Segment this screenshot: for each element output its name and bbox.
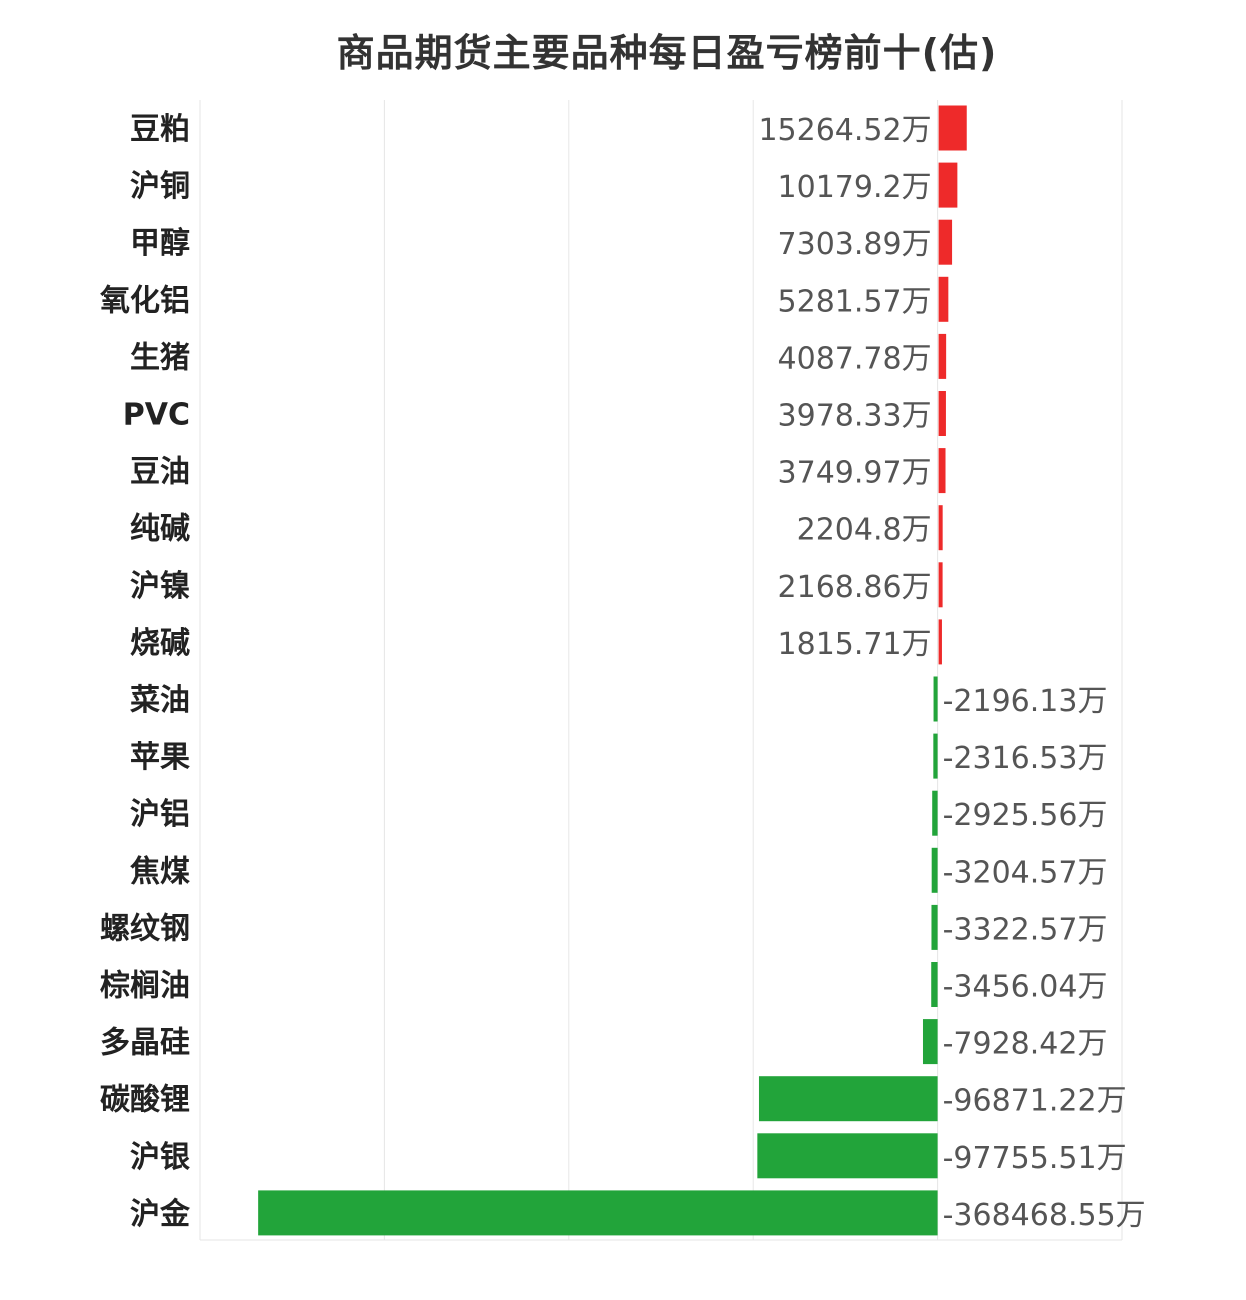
bar-17 <box>758 1076 938 1122</box>
bar-5 <box>938 391 946 436</box>
chart-title: 商品期货主要品种每日盈亏榜前十(估) <box>336 31 998 75</box>
value-label-10: -2196.13万 <box>943 684 1108 719</box>
bar-layer <box>258 105 967 1236</box>
value-label-16: -7928.42万 <box>943 1027 1108 1062</box>
bar-1 <box>938 162 958 208</box>
category-label-5: PVC <box>123 398 190 433</box>
category-label-6: 豆油 <box>130 455 190 490</box>
bar-15 <box>931 962 938 1007</box>
value-label-15: -3456.04万 <box>943 970 1108 1005</box>
value-label-6: 3749.97万 <box>778 456 932 491</box>
category-label-9: 烧碱 <box>130 626 190 661</box>
category-label-4: 生猪 <box>130 340 190 375</box>
bar-7 <box>938 505 943 551</box>
bar-4 <box>938 333 947 379</box>
bar-16 <box>922 1019 938 1065</box>
value-label-18: -97755.51万 <box>943 1141 1127 1176</box>
bar-18 <box>757 1133 938 1179</box>
category-label-12: 沪铝 <box>130 797 190 832</box>
category-label-0: 豆粕 <box>130 112 190 147</box>
bar-14 <box>931 904 938 950</box>
bar-19 <box>258 1190 938 1236</box>
category-label-8: 沪镍 <box>130 569 190 604</box>
grid-layer <box>199 100 1123 1241</box>
bar-12 <box>932 790 938 836</box>
category-label-15: 棕榈油 <box>100 969 190 1004</box>
value-label-0: 15264.52万 <box>758 113 931 148</box>
bar-13 <box>931 847 938 893</box>
bar-6 <box>938 448 946 494</box>
category-label-14: 螺纹钢 <box>100 911 190 946</box>
value-label-13: -3204.57万 <box>943 855 1108 890</box>
bar-0 <box>938 105 967 151</box>
value-label-3: 5281.57万 <box>778 284 932 319</box>
category-label-17: 碳酸锂 <box>100 1083 190 1118</box>
value-label-9: 1815.71万 <box>778 627 932 662</box>
value-label-4: 4087.78万 <box>778 341 932 376</box>
value-label-12: -2925.56万 <box>943 798 1108 833</box>
value-label-19: -368468.55万 <box>943 1198 1146 1233</box>
category-label-10: 菜油 <box>130 683 190 718</box>
category-label-18: 沪银 <box>130 1140 190 1175</box>
value-label-11: -2316.53万 <box>943 741 1108 776</box>
value-label-7: 2204.8万 <box>797 513 932 548</box>
bar-11 <box>933 733 938 779</box>
category-label-2: 甲醇 <box>130 226 190 261</box>
category-label-3: 氧化铝 <box>100 283 190 318</box>
value-label-2: 7303.89万 <box>778 227 932 262</box>
value-label-8: 2168.86万 <box>778 570 932 605</box>
category-label-1: 沪铜 <box>130 169 190 204</box>
value-label-17: -96871.22万 <box>943 1084 1127 1119</box>
bar-2 <box>938 219 953 265</box>
category-label-13: 焦煤 <box>130 854 190 889</box>
value-label-14: -3322.57万 <box>943 912 1108 947</box>
value-label-1: 10179.2万 <box>778 170 932 205</box>
category-label-19: 沪金 <box>130 1197 191 1232</box>
bar-8 <box>938 562 943 608</box>
bar-9 <box>938 619 942 665</box>
category-label-16: 多晶硅 <box>100 1026 190 1061</box>
category-label-11: 苹果 <box>130 740 190 775</box>
category-label-7: 纯碱 <box>130 512 190 547</box>
value-label-5: 3978.33万 <box>778 399 932 434</box>
bar-3 <box>938 276 949 322</box>
bar-10 <box>933 676 938 722</box>
